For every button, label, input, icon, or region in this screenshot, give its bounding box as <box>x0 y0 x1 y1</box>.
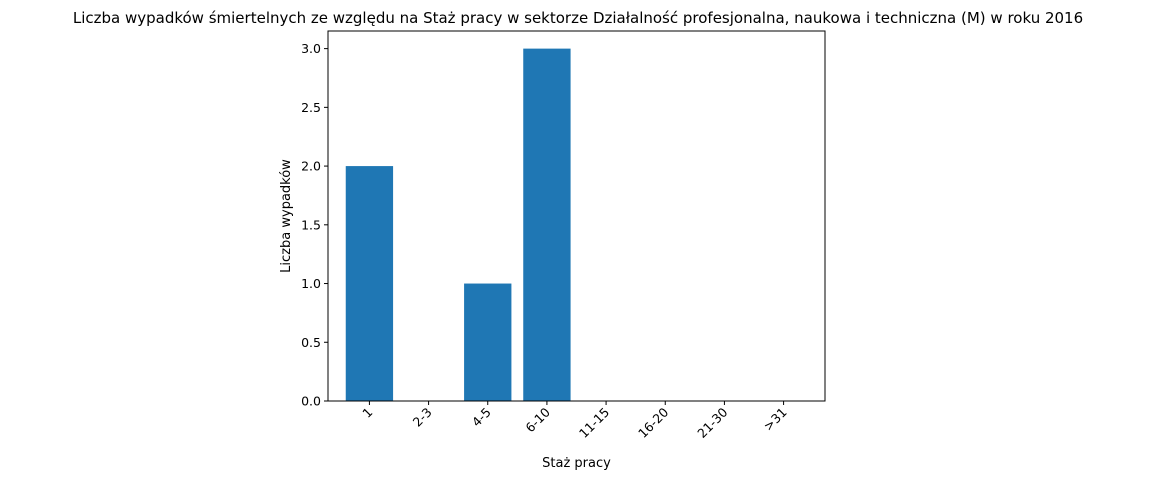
y-tick-label: 3.0 <box>301 41 321 56</box>
y-axis: 0.0 0.5 1.0 1.5 2.0 2.5 3.0 <box>301 41 328 409</box>
x-tick-label: >31 <box>760 405 789 434</box>
x-tick-label: 11-15 <box>576 405 612 441</box>
y-tick-label: 2.0 <box>301 159 321 174</box>
plot-area-frame <box>327 30 826 402</box>
bar-1 <box>345 166 394 401</box>
x-tick-label: 4-5 <box>469 405 494 430</box>
y-tick-label: 2.5 <box>301 100 321 115</box>
x-tick-label: 1 <box>359 405 375 421</box>
chart-title: Liczba wypadków śmiertelnych ze względu … <box>73 9 1083 27</box>
bars-group <box>345 48 571 401</box>
x-tick-label: 21-30 <box>694 404 730 440</box>
x-tick-label: 16-20 <box>635 404 671 440</box>
bar-4-5 <box>464 283 512 401</box>
y-axis-label: Liczba wypadków <box>279 159 294 273</box>
x-tick-label: 2-3 <box>410 405 435 430</box>
y-tick-label: 0.5 <box>301 335 321 350</box>
y-tick-label: 1.0 <box>301 276 321 291</box>
x-axis-label: Staż pracy <box>542 456 611 471</box>
bar-6-10 <box>523 48 571 401</box>
x-axis: 1 2-3 4-5 6-10 11-15 16-20 21-30 >31 <box>359 401 790 441</box>
y-tick-label: 1.5 <box>301 217 321 232</box>
y-tick-label: 0.0 <box>301 394 321 409</box>
x-tick-label: 6-10 <box>522 404 553 435</box>
